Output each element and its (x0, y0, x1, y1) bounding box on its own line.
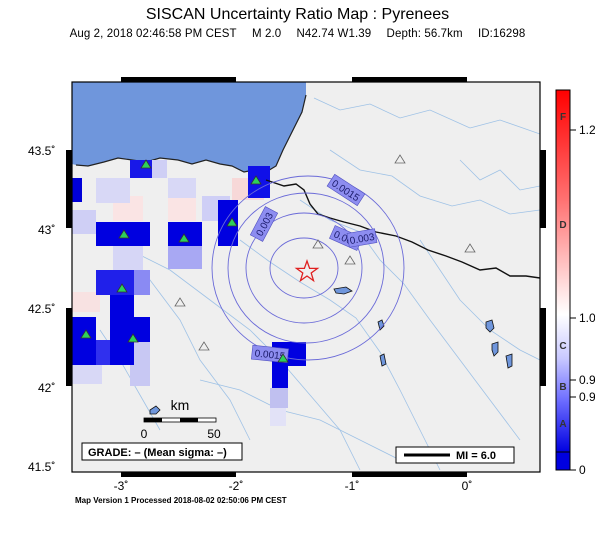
sea (72, 82, 306, 172)
station-triangle (250, 175, 262, 185)
mmi-legend: MI = 6.0 (395, 446, 515, 464)
colorbar-ticks (570, 129, 576, 471)
lat-labels: 43.5˚ 43˚ 42.5˚ 42˚ 41.5˚ (28, 144, 55, 474)
contours (211, 175, 405, 361)
event-location: N42.74 W1.39 (296, 28, 372, 40)
station-triangle (344, 255, 356, 265)
svg-text:0: 0 (141, 427, 148, 441)
station-triangle (140, 159, 152, 169)
colorbar-values: 1.2 1.0 0.9 0.9 0 (579, 123, 595, 477)
svg-text:A: A (559, 419, 566, 430)
svg-text:1.0: 1.0 (579, 311, 595, 325)
svg-text:42.5˚: 42.5˚ (28, 302, 55, 316)
event-date: Aug 2, 2018 02:46:58 PM CEST (69, 28, 237, 40)
event-magnitude: M 2.0 (251, 28, 282, 40)
svg-text:C: C (559, 341, 566, 352)
svg-text:41.5˚: 41.5˚ (28, 460, 55, 474)
colorbar-grades: F D C B A (559, 112, 566, 430)
station-triangle (80, 329, 92, 339)
station-triangle (394, 154, 406, 164)
svg-text:km: km (171, 397, 190, 413)
station-triangle (198, 341, 210, 351)
event-id: ID:16298 (477, 28, 526, 40)
svg-text:0.003: 0.003 (349, 232, 376, 247)
svg-text:GRADE: – (Mean sigma: –): GRADE: – (Mean sigma: –) (88, 447, 227, 459)
event-info: Aug 2, 2018 02:46:58 PM CEST M 2.0 N42.7… (0, 28, 595, 40)
svg-text:0.9: 0.9 (579, 390, 595, 404)
contour-label: 0.003 (346, 228, 378, 248)
station-triangle (127, 333, 139, 343)
epicenter-star-icon (294, 259, 320, 283)
svg-text:-2˚: -2˚ (229, 479, 244, 493)
uncertainty-cells (72, 160, 306, 426)
station-triangle (277, 353, 289, 363)
station-triangle (116, 283, 128, 293)
event-depth: Depth: 56.7km (386, 28, 463, 40)
svg-text:B: B (559, 382, 566, 393)
svg-text:0: 0 (579, 463, 586, 477)
rivers (89, 97, 540, 471)
contour-label: 0.0015 (251, 344, 289, 364)
grade-box: GRADE: – (Mean sigma: –) (81, 442, 243, 461)
station-triangle (178, 233, 190, 243)
map-title: SISCAN Uncertainty Ratio Map : Pyrenees (145, 6, 450, 23)
station-triangle (464, 243, 476, 253)
svg-text:MI = 6.0: MI = 6.0 (456, 450, 496, 462)
national-border (265, 179, 540, 279)
svg-text:-3˚: -3˚ (114, 479, 129, 493)
svg-text:0˚: 0˚ (462, 479, 473, 493)
svg-text:1.2: 1.2 (579, 123, 595, 137)
svg-text:42˚: 42˚ (38, 381, 55, 395)
svg-text:0.0015: 0.0015 (254, 348, 286, 362)
colorbar: F D C B A 1.2 1.0 0.9 0.9 0 (555, 89, 595, 477)
svg-text:D: D (559, 220, 566, 231)
frame-border-pattern (66, 77, 546, 477)
station-triangle (118, 229, 130, 239)
map-frame (71, 81, 541, 473)
map-version-footer: Map Version 1 Processed 2018-08-02 02:50… (75, 496, 287, 505)
svg-text:-1˚: -1˚ (345, 479, 360, 493)
scale-bar: km 0 50 (141, 397, 221, 441)
station-triangle (312, 239, 324, 249)
stations (80, 154, 476, 363)
svg-text:43˚: 43˚ (38, 223, 55, 237)
contour-label: 0.003 (249, 206, 279, 242)
svg-text:0.9: 0.9 (579, 373, 595, 387)
station-triangle (174, 297, 186, 307)
lon-labels: -3˚ -2˚ -1˚ 0˚ (114, 479, 473, 493)
station-triangle (226, 217, 238, 227)
svg-text:50: 50 (207, 427, 221, 441)
lakes (149, 286, 513, 415)
svg-text:F: F (560, 112, 566, 123)
svg-text:43.5˚: 43.5˚ (28, 144, 55, 158)
